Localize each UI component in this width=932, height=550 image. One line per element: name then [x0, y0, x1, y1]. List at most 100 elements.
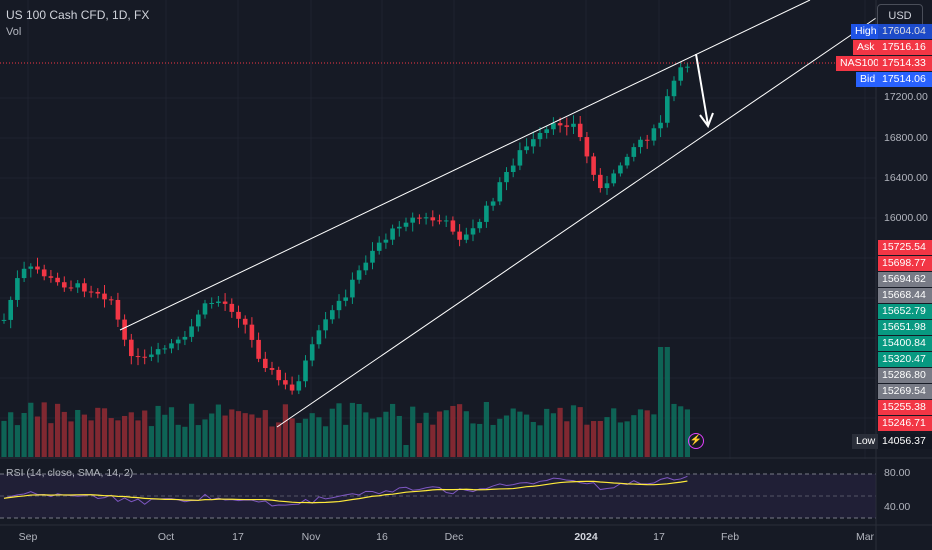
level-label: 15698.77 [878, 256, 932, 271]
volume-bar [48, 423, 54, 457]
volume-bar [510, 408, 516, 457]
volume-bar [470, 423, 476, 457]
candle-body [383, 239, 389, 243]
candle-body [35, 266, 40, 270]
volume-bar [323, 426, 329, 457]
candle-body [624, 156, 630, 166]
candle-body [283, 380, 288, 385]
volume-bar [564, 421, 570, 457]
candle-body [15, 278, 20, 300]
candle-body [8, 299, 13, 320]
candle-body [323, 319, 328, 331]
volume-bar [390, 403, 396, 457]
candle-body [1, 319, 7, 321]
candle-body [316, 330, 322, 345]
candle-body [169, 343, 174, 349]
volume-bar [262, 410, 268, 457]
price-tick: 16000.00 [884, 212, 928, 224]
candle-body [122, 319, 127, 340]
candle-body [437, 220, 442, 222]
candle-body [102, 293, 107, 300]
candle-body [182, 336, 188, 340]
volume-bar [336, 403, 342, 457]
symbol-title[interactable]: US 100 Cash CFD, 1D, FX [6, 8, 150, 22]
candle-body [423, 217, 429, 219]
candle-body [155, 349, 161, 355]
volume-bar [597, 420, 603, 457]
level-label: 15725.54 [878, 240, 932, 255]
level-label: 15400.84 [878, 336, 932, 351]
candle-body [269, 368, 275, 370]
volume-bar [463, 411, 469, 457]
volume-bar [81, 414, 87, 457]
volume-bar [175, 424, 181, 457]
volume-bar [276, 422, 282, 457]
candle-body [242, 318, 248, 325]
candle-body [55, 277, 60, 283]
candle-body [557, 123, 563, 126]
candle-body [584, 137, 590, 157]
candle-body [350, 279, 355, 298]
volume-bar [644, 410, 650, 457]
volume-bar [189, 403, 195, 457]
candle-body [330, 310, 335, 320]
candle-body [403, 222, 409, 227]
candle-body [457, 231, 462, 240]
price-tick: 16400.00 [884, 172, 928, 184]
candle-body [464, 234, 469, 240]
volume-bar [483, 402, 489, 457]
volume-bar [302, 418, 309, 457]
volume-bar [34, 416, 41, 457]
volume-bar [637, 409, 644, 457]
candle-body [196, 314, 201, 327]
volume-bar [329, 408, 335, 457]
candle-body [95, 291, 101, 294]
flash-icon[interactable]: ⚡ [688, 433, 704, 449]
ask-value: 17516.16 [878, 40, 932, 55]
candle-body [618, 165, 623, 174]
volume-bar [95, 407, 101, 457]
volume-bar [88, 420, 94, 457]
candle-body [490, 201, 496, 206]
volume-bar [41, 402, 47, 457]
bid-value: 17514.06 [878, 72, 932, 87]
candle-body [477, 221, 482, 229]
candle-body [75, 283, 80, 288]
volume-bar [658, 347, 664, 457]
candle-body [88, 291, 94, 293]
candle-body [644, 139, 650, 141]
candle-body [263, 358, 268, 369]
volume-bar [570, 405, 577, 457]
symbol-price-value: 17514.33 [878, 56, 932, 71]
volume-bar [631, 415, 637, 457]
level-label: 15668.44 [878, 288, 932, 303]
rsi-label[interactable]: RSI (14, close, SMA, 14, 2) [6, 467, 134, 479]
candle-body [397, 226, 402, 229]
volume-indicator-label[interactable]: Vol [6, 26, 22, 38]
price-tick: 16800.00 [884, 132, 928, 144]
candle-body [658, 122, 663, 129]
volume-bar [61, 411, 67, 457]
candle-body [343, 297, 348, 301]
volume-bar [544, 408, 550, 457]
volume-bar [584, 424, 590, 457]
volume-bar [490, 424, 496, 457]
candle-body [216, 301, 221, 304]
candle-body [202, 303, 208, 315]
volume-bar [289, 418, 295, 457]
volume-bar [202, 419, 208, 457]
volume-bar [101, 408, 108, 457]
level-label: 15286.80 [878, 368, 932, 383]
ask-tag: Ask [853, 40, 878, 55]
candle-body [209, 303, 214, 305]
volume-bar [651, 414, 657, 457]
level-label: 15269.54 [878, 384, 932, 399]
volume-bar [537, 425, 543, 457]
volume-bar [115, 420, 121, 457]
candle-body [108, 299, 114, 301]
candle-body [564, 125, 570, 127]
volume-bar [356, 403, 362, 457]
candle-body [296, 381, 302, 391]
volume-bar [256, 417, 262, 457]
